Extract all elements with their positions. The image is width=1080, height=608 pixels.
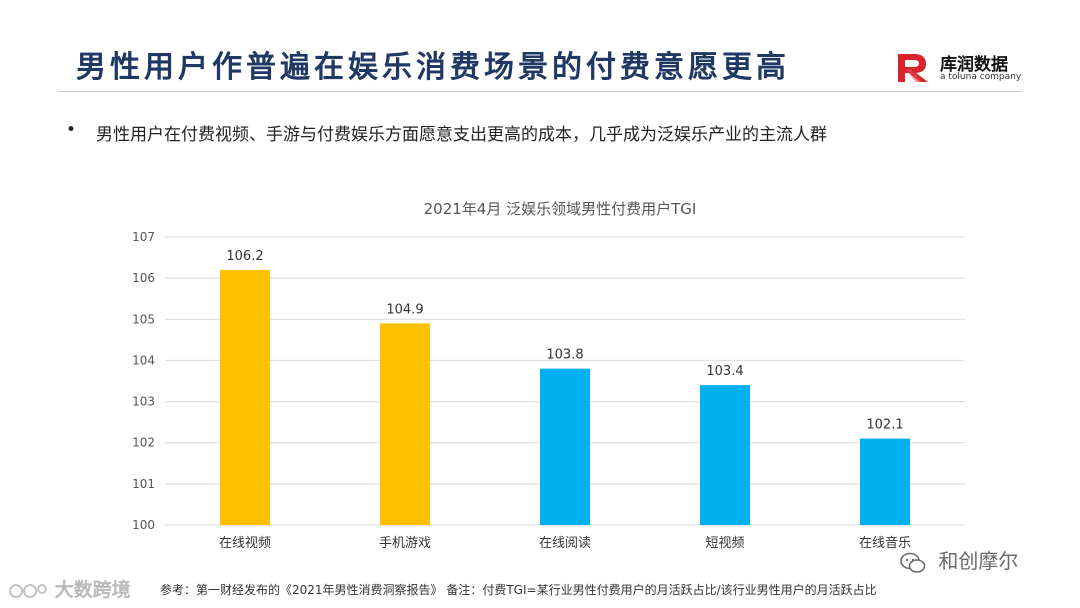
- watermark-right-text: 和创摩尔: [938, 549, 1019, 573]
- x-category-label: 短视频: [705, 536, 744, 551]
- bar-value-label: 103.4: [706, 364, 743, 379]
- footnote: 参考：第一财经发布的《2021年男性消费洞察报告》 备注：付费TGI=某行业男性…: [160, 583, 877, 597]
- chart-title: 2021年4月 泛娱乐领域男性付费用户TGI: [424, 200, 697, 218]
- bar: [220, 269, 270, 525]
- y-tick-label: 104: [132, 353, 155, 367]
- wechat-icon: [900, 552, 926, 574]
- bar-value-label: 106.2: [226, 249, 263, 264]
- bar-value-label: 103.8: [546, 348, 583, 363]
- x-category-label: 手机游戏: [379, 536, 431, 551]
- page-title: 男性用户作普遍在娱乐消费场景的付费意愿更高: [76, 50, 790, 85]
- bar: [700, 385, 750, 525]
- bar: [540, 368, 590, 525]
- brand-logo: 库润数据 a toluna company: [896, 50, 1026, 86]
- bar-value-label: 104.9: [386, 302, 423, 317]
- header-divider: [58, 91, 1022, 92]
- bullet-marker: •: [66, 120, 77, 140]
- watermark-left-text: 大数跨境: [54, 579, 131, 601]
- x-category-label: 在线阅读: [539, 536, 591, 551]
- logo-subtitle: a toluna company: [940, 72, 1022, 82]
- x-category-label: 在线音乐: [859, 535, 911, 551]
- logo-name: 库润数据: [940, 55, 1008, 75]
- watermark-left-icon: [8, 581, 48, 601]
- watermark-right: 和创摩尔: [900, 545, 1018, 574]
- x-category-label: 在线视频: [219, 536, 271, 551]
- bullet-text: 男性用户在付费视频、手游与付费娱乐方面愿意支出更高的成本，几乎成为泛娱乐产业的主…: [96, 125, 827, 145]
- bar: [860, 438, 910, 525]
- logo-r-icon: [898, 54, 928, 82]
- y-tick-label: 100: [132, 518, 155, 532]
- y-tick-label: 102: [132, 436, 155, 450]
- y-tick-label: 106: [132, 271, 155, 285]
- watermark-left: 大数跨境: [8, 575, 131, 602]
- y-tick-label: 107: [132, 230, 155, 244]
- y-tick-label: 103: [132, 395, 155, 409]
- bar-value-label: 102.1: [866, 418, 903, 433]
- y-tick-label: 101: [132, 477, 155, 491]
- bar: [380, 323, 430, 525]
- y-tick-label: 105: [132, 312, 155, 326]
